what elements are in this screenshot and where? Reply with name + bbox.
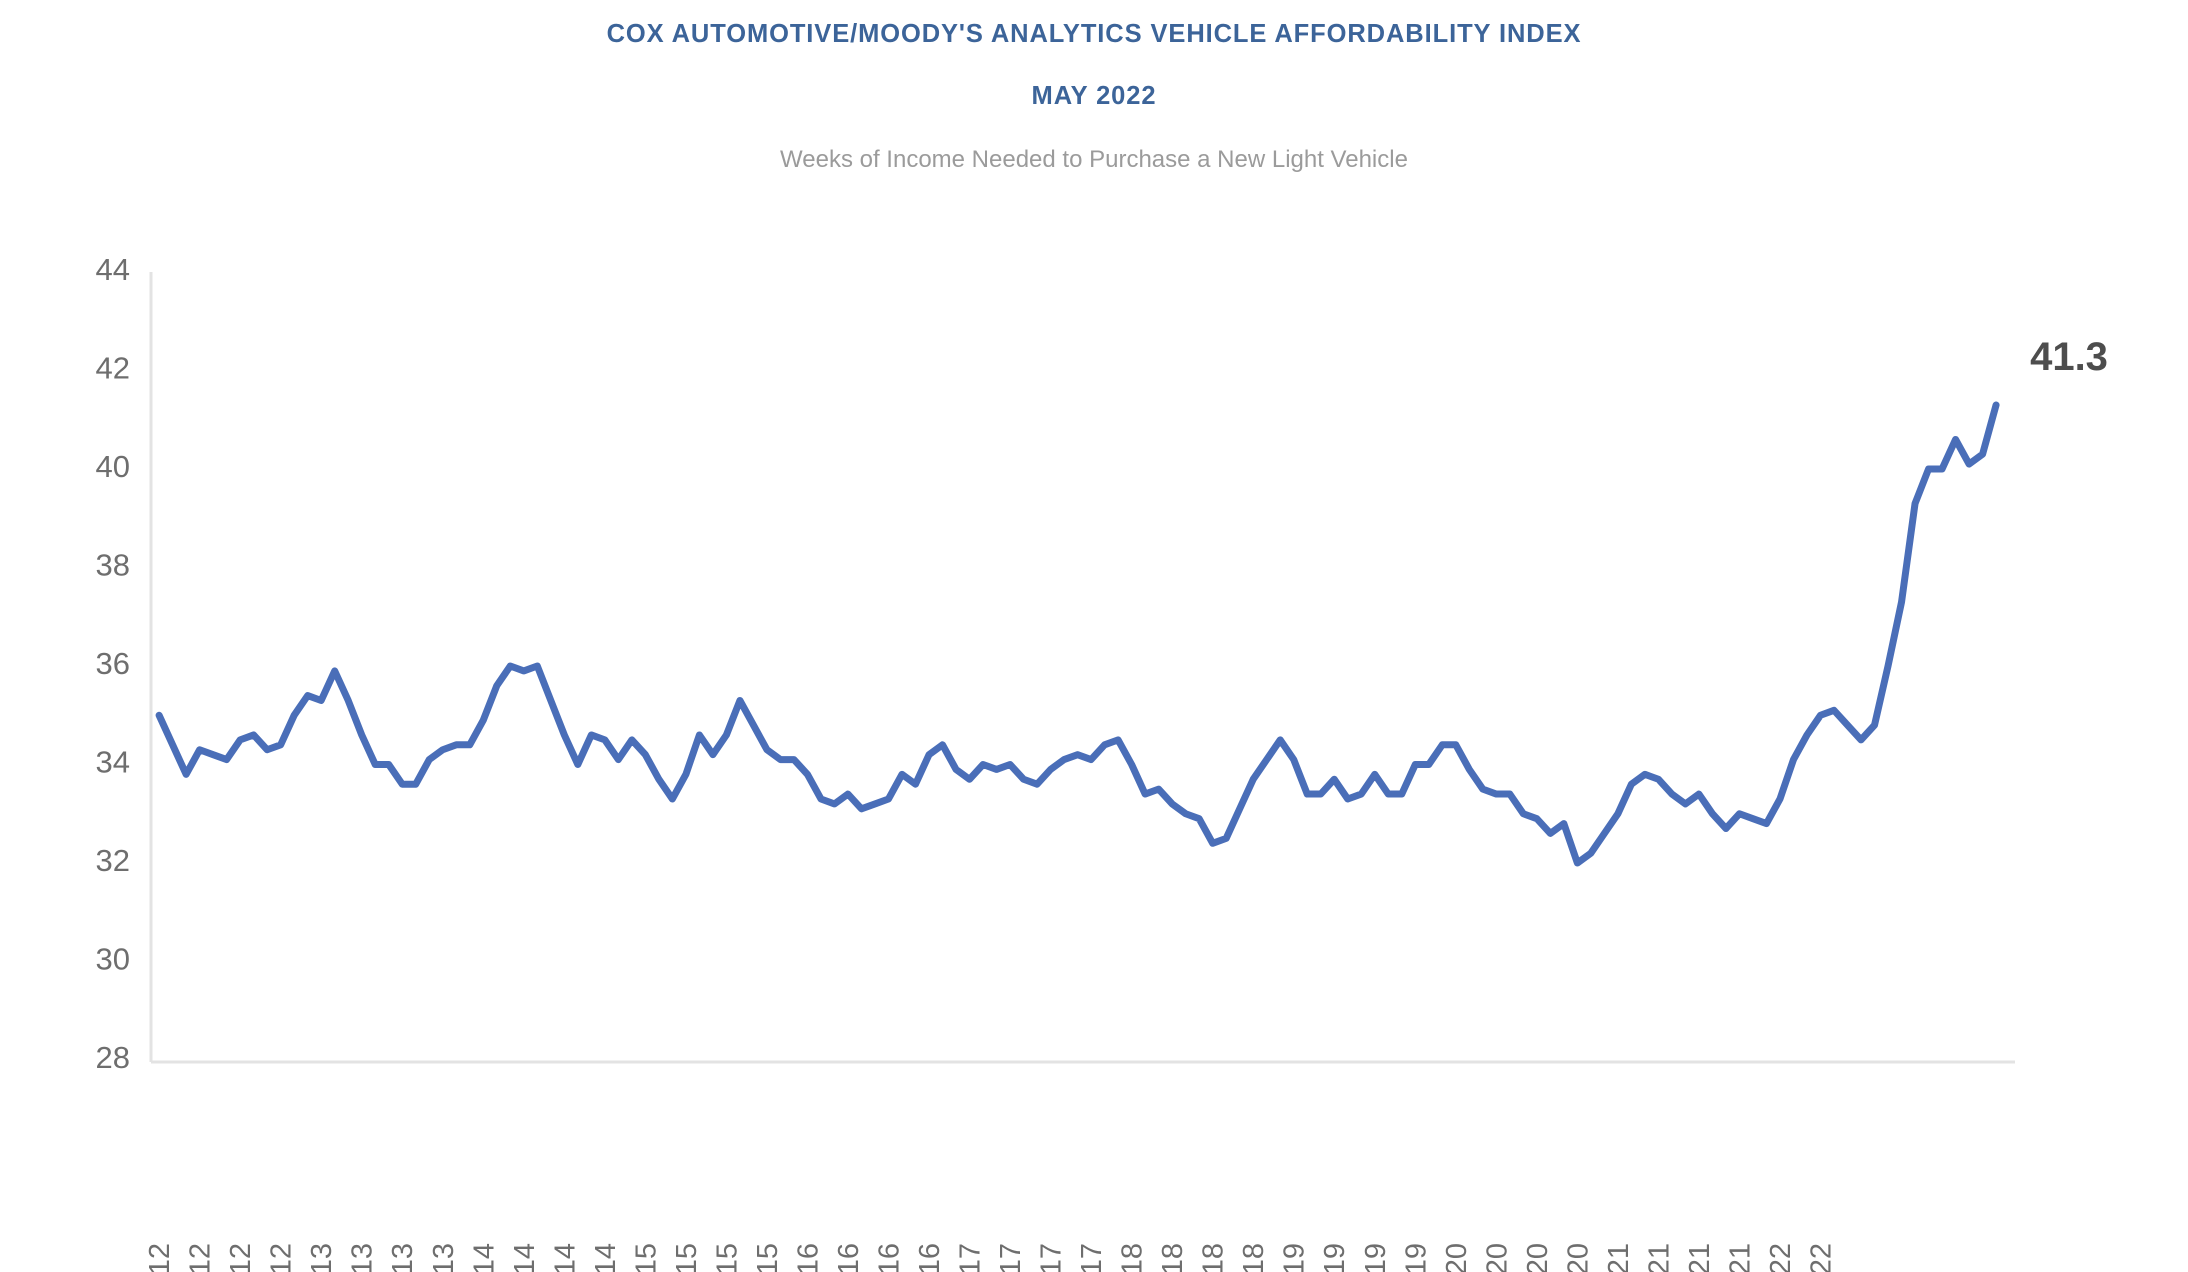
x-tick-label: Oct-17: [1076, 1243, 1108, 1272]
x-tick-label: Jan-19: [1279, 1243, 1311, 1272]
x-tick-label: Oct-21: [1724, 1243, 1756, 1272]
x-tick-label: Jan-18: [1117, 1243, 1149, 1272]
x-tick-label: Oct-14: [590, 1243, 622, 1272]
x-tick-label: Oct-15: [752, 1243, 784, 1272]
x-tick-label: Jul-20: [1522, 1243, 1554, 1272]
x-tick-label: Jul-17: [1036, 1243, 1068, 1272]
y-tick-label: 36: [96, 646, 130, 681]
x-tick-label: Apr-13: [347, 1243, 379, 1272]
x-tick-label: Apr-22: [1805, 1243, 1837, 1272]
x-tick-label: Jul-21: [1684, 1243, 1716, 1272]
x-tick-label: Jan-21: [1603, 1243, 1635, 1272]
page-caption: Weeks of Income Needed to Purchase a New…: [780, 146, 1408, 173]
x-tick-label: Oct-20: [1562, 1243, 1594, 1272]
x-tick-label: Oct-16: [914, 1243, 946, 1272]
y-tick-label: 30: [96, 942, 130, 977]
x-tick-label: Jul-16: [873, 1243, 905, 1272]
x-tick-label: Jul-14: [549, 1243, 581, 1272]
x-tick-label: Jan-20: [1441, 1243, 1473, 1272]
x-tick-label: Jul-12: [225, 1243, 257, 1272]
x-tick-label: Apr-20: [1481, 1243, 1513, 1272]
x-tick-label: Jan-22: [1765, 1243, 1797, 1272]
y-tick-label: 28: [96, 1040, 130, 1075]
y-tick-label: 44: [96, 252, 130, 287]
x-tick-label: Apr-16: [833, 1243, 865, 1272]
y-tick-label: 38: [96, 548, 130, 583]
x-tick-label: Apr-12: [185, 1243, 217, 1272]
x-tick-label: Apr-18: [1157, 1243, 1189, 1272]
x-tick-label: Jul-13: [387, 1243, 419, 1272]
x-tick-label: Jan-14: [468, 1243, 500, 1272]
y-axis-tick-labels: 44 42 40 38 36 34 32 30 28: [96, 252, 130, 1075]
x-tick-label: Jan-12: [144, 1243, 176, 1272]
x-tick-label: Jan-13: [306, 1243, 338, 1272]
x-tick-label: Oct-12: [266, 1243, 298, 1272]
x-tick-label: Apr-15: [671, 1243, 703, 1272]
x-tick-label: Jul-15: [711, 1243, 743, 1272]
x-tick-label: Oct-18: [1238, 1243, 1270, 1272]
x-tick-label: Jul-19: [1360, 1243, 1392, 1272]
x-tick-label: Jul-18: [1198, 1243, 1230, 1272]
page-title: COX AUTOMOTIVE/MOODY'S ANALYTICS VEHICLE…: [606, 20, 1582, 48]
page-subtitle: MAY 2022: [1031, 81, 1157, 110]
x-axis-tick-labels: Jan-12 Apr-12 Jul-12 Oct-12 Jan-13 Apr-13 Jul-…: [144, 1243, 1837, 1272]
x-tick-label: Jan-17: [955, 1243, 987, 1272]
y-tick-label: 40: [96, 449, 130, 484]
x-tick-label: Oct-13: [428, 1243, 460, 1272]
title-block: COX AUTOMOTIVE/MOODY'S ANALYTICS VEHICLE…: [0, 0, 2188, 172]
y-tick-label: 32: [96, 843, 130, 878]
x-tick-label: Apr-17: [995, 1243, 1027, 1272]
x-tick-label: Apr-21: [1643, 1243, 1675, 1272]
affordability-index-line: [155, 401, 2000, 867]
x-tick-label: Jan-16: [792, 1243, 824, 1272]
x-tick-label: Apr-19: [1319, 1243, 1351, 1272]
y-tick-label: 34: [96, 745, 130, 780]
x-tick-label: Oct-19: [1400, 1243, 1432, 1272]
x-tick-label: Jan-15: [630, 1243, 662, 1272]
y-tick-label: 42: [96, 351, 130, 386]
endpoint-value-label: 41.3: [2030, 334, 2108, 379]
x-tick-label: Apr-14: [509, 1243, 541, 1272]
